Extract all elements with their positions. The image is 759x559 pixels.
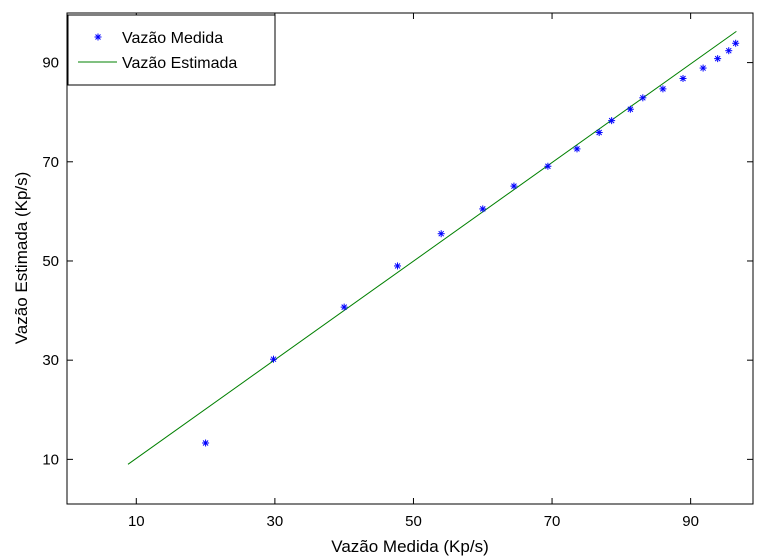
plot-area: [66, 12, 754, 505]
y-tick-label: 30: [42, 352, 59, 369]
measured-flow-point: [608, 117, 616, 125]
legend-marker-measured: [94, 33, 102, 41]
x-tick-label: 90: [682, 513, 699, 530]
measured-flow-point: [340, 303, 348, 311]
series-layer: [127, 30, 740, 465]
measured-flow-point: [394, 262, 402, 270]
measured-flow-point: [269, 355, 277, 363]
measured-flow-point: [510, 182, 518, 190]
y-tick-label: 90: [42, 55, 59, 72]
measured-flow-point: [544, 162, 552, 170]
x-tick-label: 50: [405, 513, 422, 530]
measured-flow-point: [479, 205, 487, 213]
x-tick-label: 10: [128, 513, 145, 530]
legend-label: Vazão Estimada: [122, 55, 237, 72]
x-axis-ticks: 10 30 50 70 90: [128, 13, 699, 530]
y-axis-ticks: 10 30 50 70 90: [42, 55, 753, 468]
measured-flow-point: [725, 47, 733, 55]
measured-flow-point: [595, 129, 603, 137]
measured-flow-point: [202, 439, 210, 447]
measured-flow-point: [714, 55, 722, 63]
y-tick-label: 10: [42, 451, 59, 468]
y-tick-label: 70: [42, 154, 59, 171]
x-tick-label: 70: [544, 513, 561, 530]
y-axis-label: Vazão Estimada (Kp/s): [12, 172, 31, 345]
legend-label: Vazão Medida: [122, 30, 223, 47]
legend-box: [67, 14, 276, 86]
legend: Vazão Medida Vazão Estimada: [67, 14, 276, 86]
estimated-flow-line: [127, 30, 737, 465]
measured-flow-point: [437, 230, 445, 238]
x-tick-label: 30: [267, 513, 284, 530]
y-tick-label: 50: [42, 253, 59, 270]
measured-flow-point: [732, 39, 740, 47]
measured-flow-point: [639, 94, 647, 102]
measured-flow-point: [699, 64, 707, 72]
measured-flow-point: [573, 145, 581, 153]
measured-flow-point: [659, 85, 667, 93]
measured-flow-point: [626, 105, 634, 113]
measured-flow-point: [679, 74, 687, 82]
x-axis-label: Vazão Medida (Kp/s): [331, 537, 488, 556]
